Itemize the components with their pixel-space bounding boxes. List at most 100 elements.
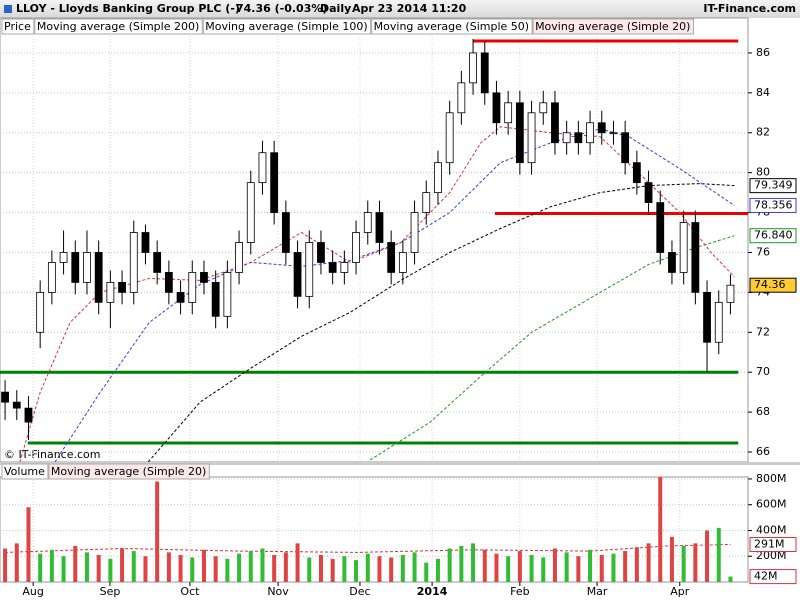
candle-body xyxy=(71,252,80,283)
x-tick-label: Apr xyxy=(670,585,690,598)
candle-body xyxy=(656,202,665,253)
price-marker-label: 291M xyxy=(754,538,785,551)
volume-bar xyxy=(400,554,405,582)
volume-bar xyxy=(155,481,160,582)
volume-bar xyxy=(389,557,394,582)
volume-bar xyxy=(3,548,8,582)
price-panel xyxy=(0,17,749,463)
candle-body xyxy=(527,112,536,164)
volume-bar xyxy=(225,558,230,582)
candle-body xyxy=(410,212,419,253)
volume-bar xyxy=(61,556,66,582)
candle-body xyxy=(679,222,688,273)
candle-body xyxy=(258,152,267,184)
price-marker xyxy=(749,277,797,293)
header-bar xyxy=(0,0,800,18)
candle-body xyxy=(293,252,302,297)
candle-body xyxy=(24,407,33,423)
y-tick-label: 80 xyxy=(756,166,770,179)
x-tick-label: Dec xyxy=(349,585,370,598)
candle-body xyxy=(36,291,45,333)
candle-body xyxy=(434,162,442,194)
y-tick-label: 84 xyxy=(756,86,770,99)
volume-bar xyxy=(529,554,534,582)
volume-bar xyxy=(541,557,546,582)
volume-bar xyxy=(658,477,663,582)
volume-bar xyxy=(295,543,300,582)
x-tick-label: Sep xyxy=(100,585,121,598)
legend-entry: Moving average (Simple 50) xyxy=(374,20,529,33)
candle-body xyxy=(422,192,431,213)
candle-body xyxy=(94,252,103,303)
volume-bar xyxy=(318,554,323,582)
y-tick-label: 86 xyxy=(756,46,770,59)
candle-body xyxy=(270,152,279,213)
candle-body xyxy=(141,232,150,253)
volume-bar xyxy=(38,553,43,582)
legend-entry: Price xyxy=(4,20,31,33)
candle-body xyxy=(574,132,583,144)
candle-body xyxy=(562,132,571,144)
y-tick-label: 82 xyxy=(756,126,770,139)
legend-box xyxy=(48,463,210,480)
volume-bar xyxy=(166,552,171,582)
candle-body xyxy=(164,272,173,293)
volume-bar xyxy=(599,554,604,582)
x-tick-label: Aug xyxy=(22,585,43,598)
volume-bar xyxy=(646,543,651,582)
candle-body xyxy=(47,262,56,293)
volume-bar xyxy=(120,548,125,582)
volume-bar xyxy=(365,553,370,582)
volume-bar xyxy=(693,543,698,582)
price-marker xyxy=(749,228,797,244)
candle-body xyxy=(12,401,21,409)
volume-bar xyxy=(330,558,335,582)
price-marker-label: 74.36 xyxy=(754,278,786,291)
legend-box xyxy=(1,463,49,480)
volume-bar xyxy=(143,556,148,582)
candle-body xyxy=(106,282,115,303)
volume-bar xyxy=(354,560,359,582)
legend-entry: Volume xyxy=(4,465,45,478)
candle-body xyxy=(632,162,641,184)
moving-average xyxy=(5,544,731,553)
volume-bar xyxy=(283,552,288,582)
legend-box xyxy=(202,18,372,35)
candle-body xyxy=(469,52,477,84)
candle-body xyxy=(714,301,723,343)
candle-body xyxy=(515,102,524,164)
candle-body xyxy=(246,182,255,243)
candle-body xyxy=(597,122,606,134)
candle-body xyxy=(691,222,700,293)
volume-bar xyxy=(435,558,440,582)
candle-body xyxy=(83,252,91,283)
volume-bar xyxy=(611,553,616,582)
candle-body xyxy=(480,52,489,94)
candle-body xyxy=(1,391,9,403)
volume-bar xyxy=(26,507,31,582)
legend-entry: Moving average (Simple 200) xyxy=(37,20,199,33)
volume-bar xyxy=(728,576,733,582)
y-tick-label: 66 xyxy=(756,445,770,458)
candle-body xyxy=(457,82,466,114)
candle-body xyxy=(586,122,594,144)
volume-bar xyxy=(506,556,511,582)
volume-bar xyxy=(260,548,265,582)
overlay: 666870727476788082848679.34978.35676.840… xyxy=(1,18,797,598)
volume-bar xyxy=(716,527,721,582)
legend-entry: Moving average (Simple 20) xyxy=(51,465,206,478)
volume-bar xyxy=(342,556,347,582)
legend-box xyxy=(34,18,203,35)
candle-body xyxy=(129,232,138,293)
volume-bar xyxy=(681,545,686,582)
x-tick-label: Oct xyxy=(180,585,200,598)
volume-bar xyxy=(248,551,253,582)
candle-body xyxy=(551,102,559,144)
volume-bar xyxy=(471,543,476,582)
candle-body xyxy=(387,242,396,273)
volume-bar xyxy=(201,549,206,582)
volume-bar xyxy=(96,554,101,582)
x-tick-label: Nov xyxy=(267,585,289,598)
y-tick-label: 76 xyxy=(756,245,770,258)
